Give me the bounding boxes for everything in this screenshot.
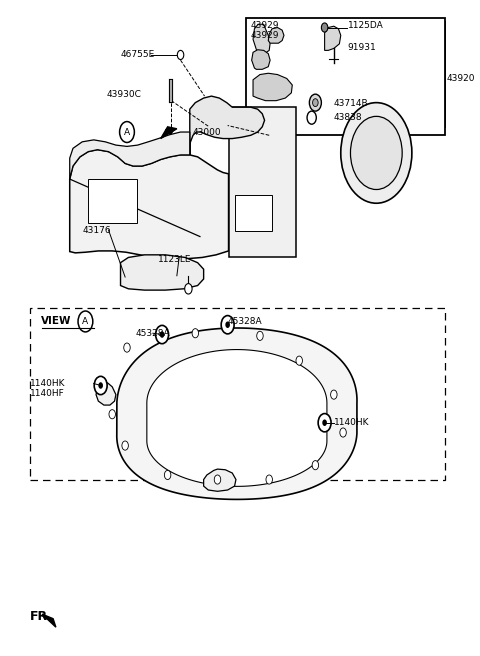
Text: 1123LE: 1123LE [158, 255, 192, 264]
Circle shape [257, 331, 263, 340]
Text: 43920: 43920 [447, 74, 476, 83]
Circle shape [160, 331, 164, 338]
Circle shape [221, 316, 234, 334]
Polygon shape [147, 350, 327, 486]
Circle shape [307, 111, 316, 124]
Polygon shape [120, 255, 204, 290]
Polygon shape [253, 73, 292, 100]
Circle shape [185, 283, 192, 294]
Circle shape [312, 98, 318, 106]
Text: 43714B: 43714B [334, 100, 369, 108]
Circle shape [350, 116, 402, 190]
Text: FR.: FR. [30, 610, 53, 623]
Circle shape [296, 356, 302, 365]
Text: 91931: 91931 [348, 43, 376, 52]
Circle shape [124, 343, 130, 352]
Text: 43000: 43000 [193, 127, 222, 136]
Polygon shape [70, 150, 228, 258]
Circle shape [266, 475, 273, 484]
Circle shape [177, 51, 184, 60]
Circle shape [94, 377, 107, 395]
Circle shape [192, 329, 199, 338]
Circle shape [156, 325, 168, 344]
Polygon shape [96, 383, 116, 405]
Polygon shape [204, 469, 236, 491]
Text: 43929: 43929 [251, 31, 279, 40]
Text: 1125DA: 1125DA [348, 21, 384, 30]
Text: A: A [83, 317, 88, 326]
Circle shape [331, 390, 337, 400]
Circle shape [322, 419, 327, 426]
Bar [235, 195, 272, 232]
Circle shape [310, 94, 322, 111]
Circle shape [225, 321, 230, 328]
FancyBboxPatch shape [30, 308, 444, 480]
Text: 45328A: 45328A [228, 317, 262, 326]
Circle shape [318, 413, 331, 432]
Polygon shape [42, 614, 56, 627]
Text: 45328A: 45328A [135, 329, 170, 338]
Circle shape [109, 409, 115, 419]
Polygon shape [252, 50, 270, 70]
Circle shape [78, 311, 93, 332]
Text: 43176: 43176 [82, 226, 111, 234]
Circle shape [214, 475, 221, 484]
FancyBboxPatch shape [246, 18, 444, 135]
Bar [88, 179, 137, 224]
Circle shape [98, 382, 103, 389]
Circle shape [164, 470, 171, 480]
Circle shape [341, 102, 412, 203]
Text: VIEW: VIEW [41, 316, 71, 327]
Circle shape [312, 461, 319, 470]
Text: 46755E: 46755E [120, 51, 155, 60]
Polygon shape [324, 26, 341, 51]
Circle shape [340, 428, 346, 437]
Text: 43838: 43838 [334, 113, 362, 122]
Circle shape [120, 121, 134, 142]
Circle shape [322, 23, 328, 32]
Text: 1140HK: 1140HK [30, 379, 65, 388]
Polygon shape [70, 132, 190, 179]
Text: A: A [124, 127, 130, 136]
Circle shape [122, 441, 128, 450]
Text: 1140HK: 1140HK [334, 419, 369, 427]
Text: 1140HF: 1140HF [30, 389, 65, 398]
Polygon shape [253, 24, 270, 54]
Polygon shape [268, 28, 284, 43]
Polygon shape [161, 127, 177, 138]
Polygon shape [190, 96, 264, 155]
Bar [228, 107, 296, 257]
Text: 43930C: 43930C [107, 90, 142, 98]
Text: 43929: 43929 [251, 21, 279, 30]
Polygon shape [117, 328, 357, 499]
